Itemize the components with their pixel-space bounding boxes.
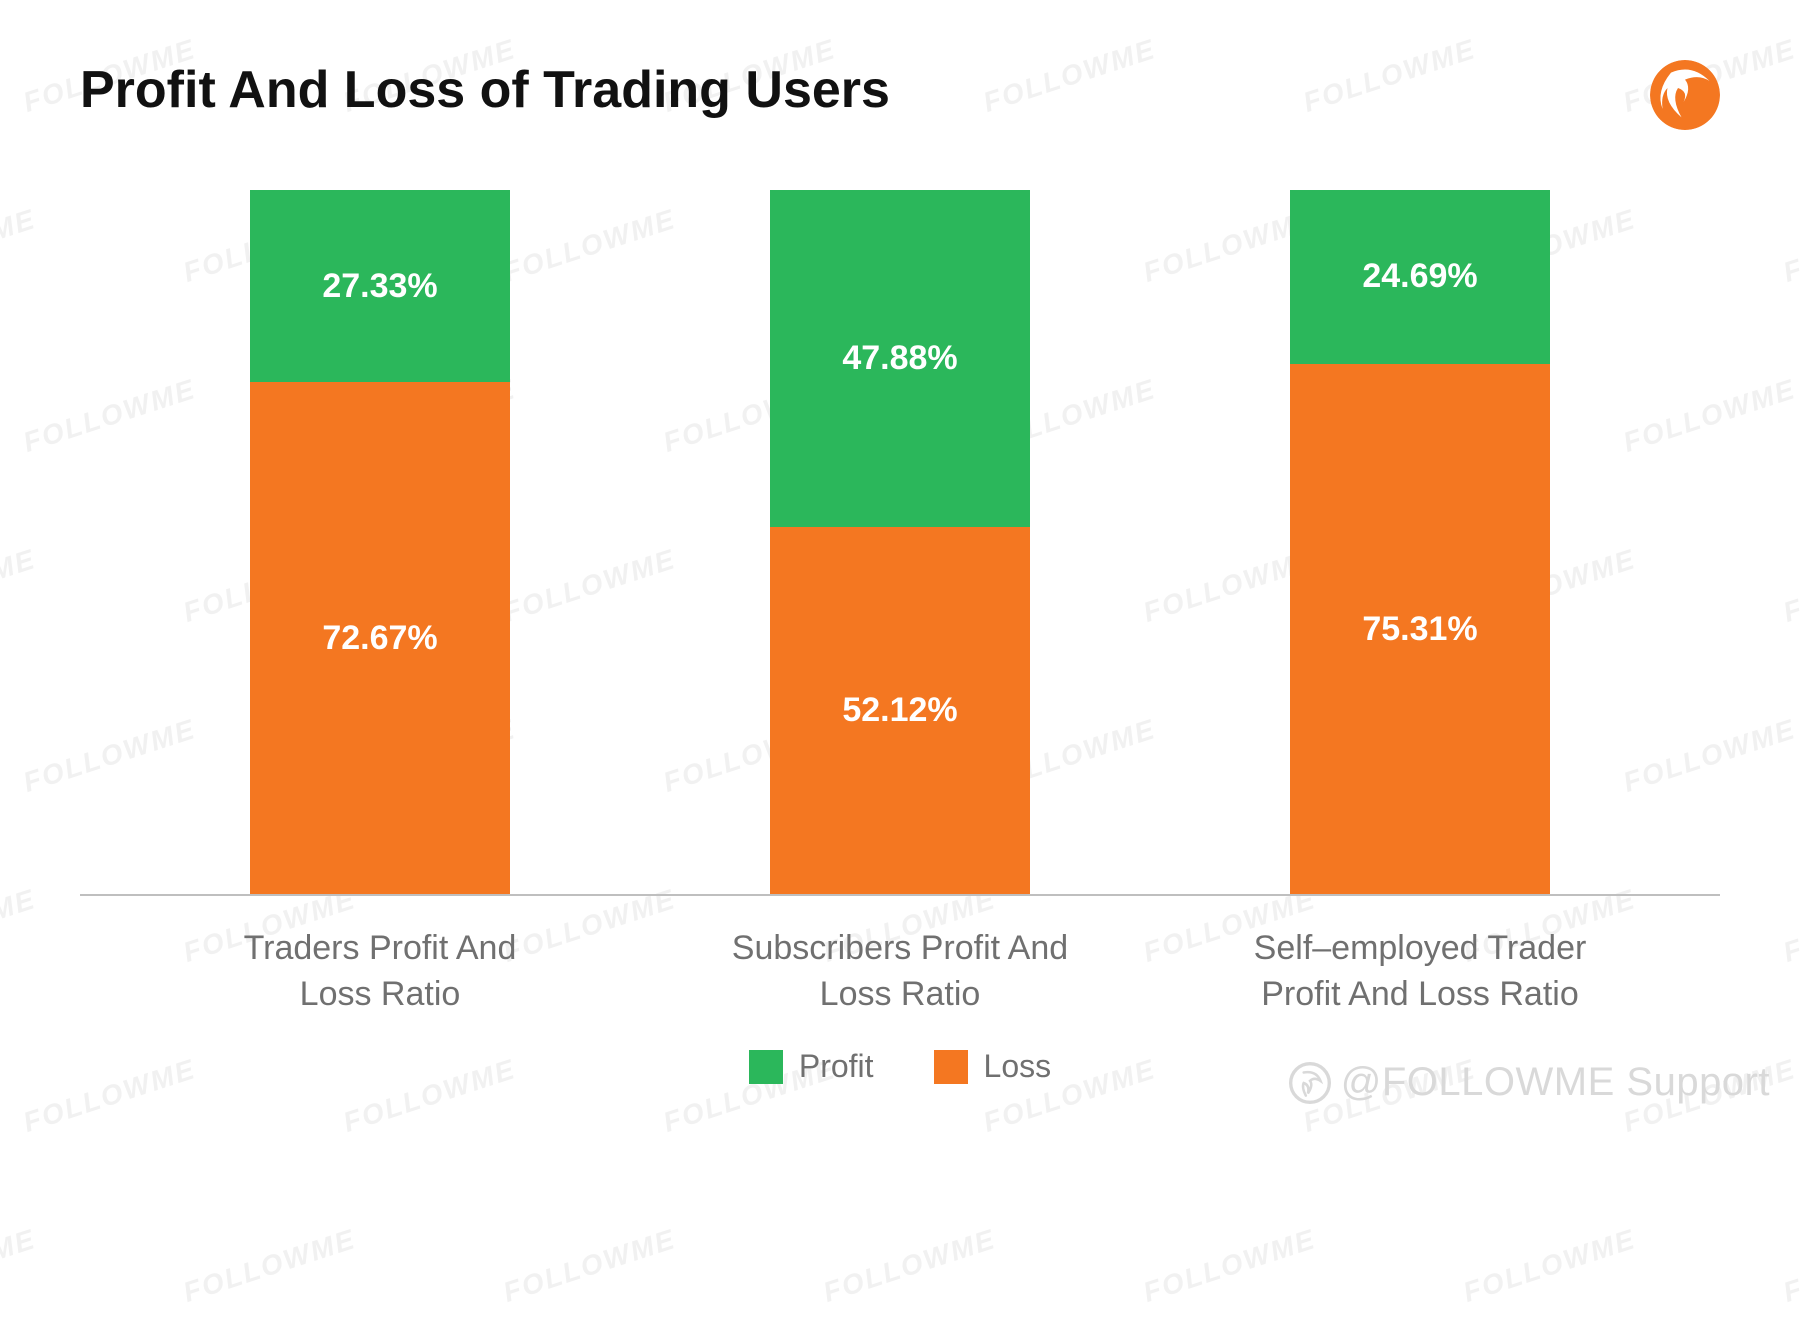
bar-segment-profit: 27.33% xyxy=(250,190,510,382)
legend-swatch-profit xyxy=(749,1050,783,1084)
attribution-logo-icon xyxy=(1289,1062,1331,1104)
bar-segment-profit: 24.69% xyxy=(1290,190,1550,364)
bar-segment-profit: 47.88% xyxy=(770,190,1030,527)
legend-label-loss: Loss xyxy=(984,1048,1052,1085)
stacked-bar: 24.69%75.31% xyxy=(1290,190,1550,894)
chart-area: 27.33%72.67% 47.88%52.12% 24.69%75.31% Tra… xyxy=(80,190,1720,1085)
chart-card: Profit And Loss of Trading Users 27.33%7… xyxy=(0,0,1800,1125)
bar-segment-loss: 52.12% xyxy=(770,527,1030,894)
bar-column: 27.33%72.67% xyxy=(250,190,510,894)
category-label: Traders Profit AndLoss Ratio xyxy=(160,926,600,1018)
attribution: @FOLLOWME Support xyxy=(1289,1060,1770,1105)
stacked-bar: 27.33%72.67% xyxy=(250,190,510,894)
legend-swatch-loss xyxy=(934,1050,968,1084)
category-label: Subscribers Profit AndLoss Ratio xyxy=(680,926,1120,1018)
bar-column: 24.69%75.31% xyxy=(1290,190,1550,894)
legend-label-profit: Profit xyxy=(799,1048,874,1085)
attribution-text: @FOLLOWME Support xyxy=(1341,1060,1770,1105)
legend-item-profit: Profit xyxy=(749,1048,874,1085)
bar-segment-loss: 72.67% xyxy=(250,382,510,894)
category-label: Self–employed TraderProfit And Loss Rati… xyxy=(1200,926,1640,1018)
bars-row: 27.33%72.67% 47.88%52.12% 24.69%75.31% xyxy=(80,190,1720,896)
brand-logo-icon xyxy=(1650,60,1720,130)
category-labels-row: Traders Profit AndLoss Ratio Subscribers … xyxy=(80,896,1720,1018)
header: Profit And Loss of Trading Users xyxy=(80,60,1720,130)
bar-column: 47.88%52.12% xyxy=(770,190,1030,894)
legend-item-loss: Loss xyxy=(934,1048,1052,1085)
bar-segment-loss: 75.31% xyxy=(1290,364,1550,894)
stacked-bar: 47.88%52.12% xyxy=(770,190,1030,894)
chart-title: Profit And Loss of Trading Users xyxy=(80,60,890,120)
